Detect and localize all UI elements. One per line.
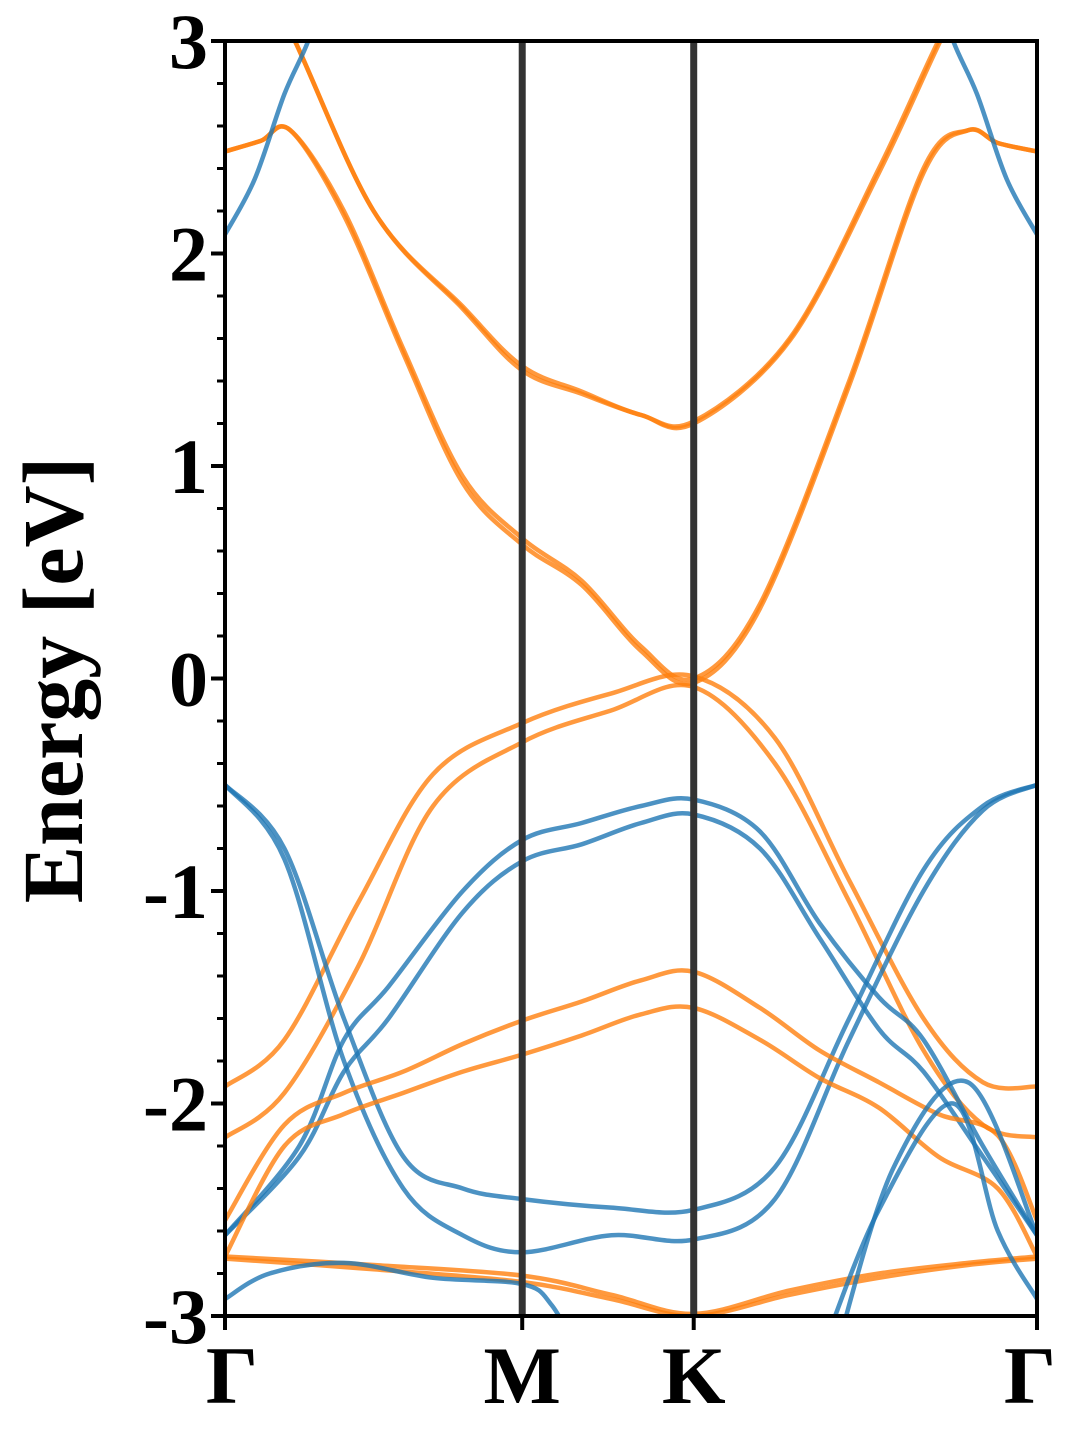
y-axis-label: Energy [eV]: [5, 457, 101, 904]
y-tick-label: 0: [169, 636, 208, 723]
kpoint-label-K: K: [662, 1330, 726, 1421]
y-tick-label: 3: [169, 0, 208, 85]
y-tick-label: -3: [143, 1273, 208, 1360]
kpoint-label-Γ: Γ: [1004, 1330, 1056, 1421]
band-line-blue-17: [832, 1101, 1037, 1316]
kpoint-label-Γ: Γ: [206, 1330, 258, 1421]
band-line-blue-4: [225, 41, 311, 236]
band-line-orange-3: [225, 124, 1037, 687]
band-line-orange-13: [225, 1004, 1037, 1258]
band-line-orange-6: [225, 672, 1037, 1091]
band-line-orange-12: [225, 968, 1037, 1222]
band-line-orange-7: [225, 682, 1037, 1140]
kpoint-label-M: M: [484, 1330, 561, 1421]
band-line-orange-2: [225, 124, 1037, 683]
band-line-blue-10: [225, 796, 1037, 1237]
y-tick-label: 2: [169, 211, 208, 298]
y-axis-ticks: -3 -2 -1 0 1 2 3: [143, 0, 225, 1360]
band-line-blue-16: [225, 1260, 562, 1316]
band-lines: [225, 41, 1037, 1316]
high-symmetry-dividers: [518, 41, 698, 1316]
y-tick-label: -2: [143, 1061, 208, 1148]
y-tick-label: -1: [143, 848, 208, 935]
y-tick-label: 1: [169, 423, 208, 510]
band-line-blue-11: [225, 811, 1037, 1237]
band-line-blue-18: [843, 1078, 1037, 1316]
band-line-blue-8: [225, 782, 1037, 1215]
band-line-blue-5: [950, 41, 1037, 236]
band-line-orange-1: [292, 41, 943, 431]
band-line-blue-9: [225, 782, 1037, 1255]
